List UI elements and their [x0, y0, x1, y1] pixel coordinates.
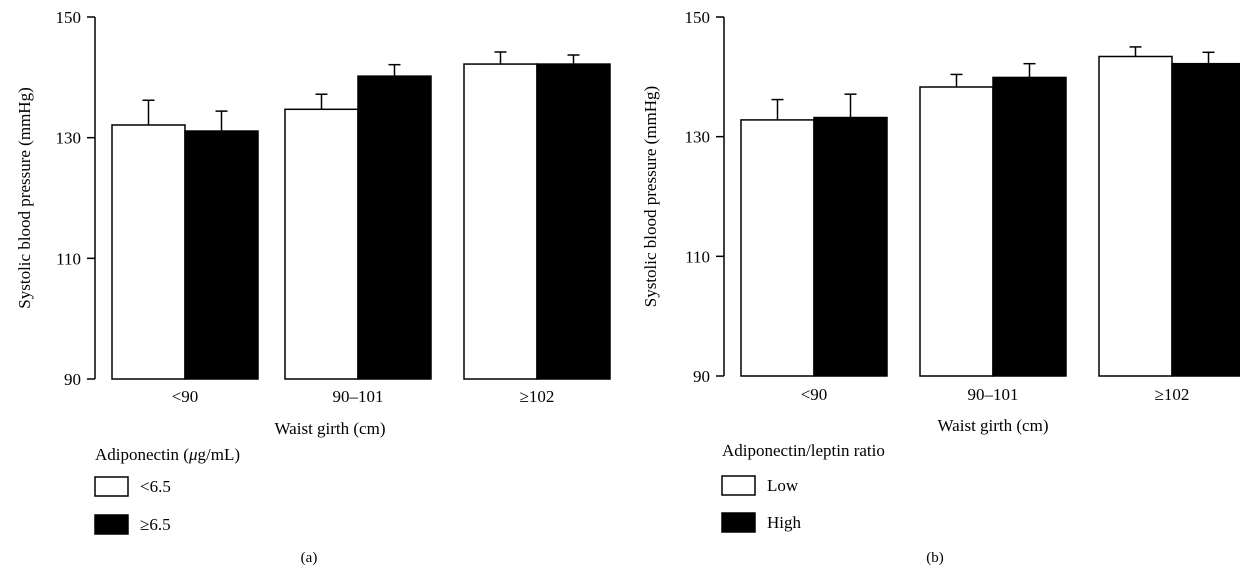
legend-swatch — [94, 476, 129, 497]
legend-label: High — [767, 513, 802, 532]
legend-swatch — [721, 512, 756, 533]
x-tick-label: <90 — [801, 385, 828, 404]
legend: Adiponectin/leptin ratio Low High — [721, 441, 885, 533]
bar — [740, 119, 815, 377]
y-tick-label: 90 — [693, 367, 710, 386]
x-tick-label: <90 — [172, 387, 199, 406]
bar — [919, 86, 994, 377]
y-tick-label: 110 — [56, 249, 81, 268]
bar — [111, 124, 186, 380]
bar — [992, 76, 1067, 377]
y-tick-label: 90 — [64, 370, 81, 389]
chart-panel-a: 90 110 130 150 Systolic blood pressure (mmHg… — [15, 8, 611, 566]
x-axis-label: Waist girth (cm) — [275, 419, 386, 438]
panel-label: (b) — [926, 550, 944, 566]
legend-title: Adiponectin (μg/mL) — [95, 445, 240, 464]
bar — [1171, 62, 1240, 377]
legend-label: Low — [767, 476, 799, 495]
legend-title: Adiponectin/leptin ratio — [722, 441, 885, 460]
panel-label: (a) — [301, 550, 318, 566]
legend-swatch — [94, 514, 129, 535]
bar — [284, 108, 359, 380]
bar — [463, 63, 538, 380]
legend-swatch — [721, 475, 756, 496]
bar — [184, 130, 259, 380]
bar — [813, 116, 888, 377]
legend: Adiponectin (μg/mL) <6.5 ≥6.5 — [94, 445, 240, 535]
x-tick-label: ≥102 — [1155, 385, 1190, 404]
legend-label: ≥6.5 — [140, 515, 171, 534]
y-tick-label: 110 — [685, 247, 710, 266]
chart-panel-b: 90 110 130 150 Systolic blood pressure (mmHg… — [641, 8, 1240, 566]
y-tick-label: 150 — [685, 8, 711, 27]
bar — [1098, 55, 1173, 377]
y-tick-label: 130 — [56, 129, 82, 148]
x-tick-label: ≥102 — [520, 387, 555, 406]
y-tick-label: 130 — [685, 128, 711, 147]
y-axis-label: Systolic blood pressure (mmHg) — [15, 87, 34, 308]
y-tick-label: 150 — [56, 8, 82, 27]
legend-label: <6.5 — [140, 477, 171, 496]
bar — [357, 75, 432, 380]
x-axis-label: Waist girth (cm) — [938, 416, 1049, 435]
bar — [536, 63, 611, 380]
x-tick-label: 90–101 — [333, 387, 384, 406]
y-axis-label: Systolic blood pressure (mmHg) — [641, 86, 660, 307]
x-tick-label: 90–101 — [968, 385, 1019, 404]
